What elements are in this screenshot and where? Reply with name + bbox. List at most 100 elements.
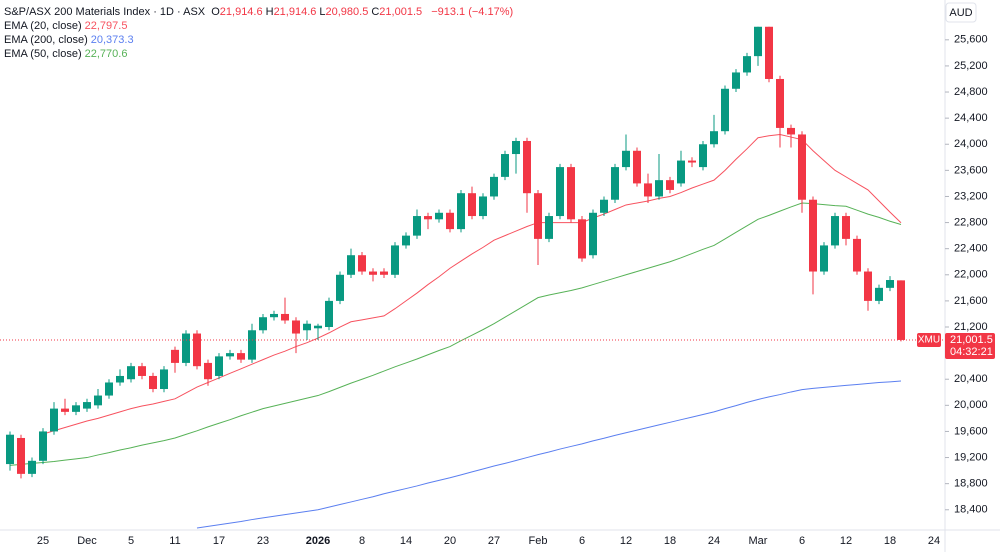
y-tick-label: 24,000 <box>954 138 988 150</box>
candle-body <box>633 150 641 184</box>
candle-body <box>138 366 146 376</box>
x-tick-label: 17 <box>213 535 225 547</box>
legend-value: 22,797.5 <box>84 20 128 32</box>
candle-body <box>567 167 575 220</box>
candle-body <box>556 167 564 217</box>
x-tick-label: 18 <box>664 535 676 547</box>
y-tick-label: 22,800 <box>954 216 988 228</box>
ema-line <box>42 133 902 435</box>
ohlc-value: 20,980.5 <box>325 6 369 18</box>
candle-body <box>457 193 465 230</box>
y-tick-label: 18,400 <box>954 504 988 516</box>
x-tick-label: Dec <box>77 535 97 547</box>
y-tick-label: 22,000 <box>954 269 988 281</box>
legend-item: EMA (20, close) 22,797.5 <box>4 19 130 33</box>
candle-body <box>116 375 124 383</box>
candle-body <box>160 369 168 390</box>
x-tick-label: 11 <box>169 535 180 547</box>
x-tick-label: 24 <box>928 535 940 547</box>
candle-body <box>413 216 421 236</box>
candle-body <box>644 183 652 197</box>
x-tick-label: 27 <box>488 535 500 547</box>
candle-body <box>6 434 14 465</box>
candle-body <box>292 320 300 334</box>
candle-body <box>721 88 729 132</box>
candle-body <box>666 180 674 190</box>
candle-body <box>699 144 707 168</box>
candle-body <box>402 235 410 246</box>
candle-body <box>501 154 509 177</box>
candle-body <box>94 395 102 406</box>
candle-body <box>336 274 344 301</box>
x-tick-label: Mar <box>749 535 768 547</box>
x-tick-label: 20 <box>444 535 456 547</box>
symbol-tag: XMU <box>918 335 940 346</box>
x-tick-label: 14 <box>400 535 412 547</box>
candle-body <box>578 219 586 259</box>
candle-body <box>490 176 498 197</box>
x-tick-label: 24 <box>708 535 720 547</box>
x-tick-label: 12 <box>620 535 632 547</box>
x-tick-label: 25 <box>37 535 49 547</box>
candle-body <box>391 245 399 275</box>
y-tick-label: 23,600 <box>954 164 988 176</box>
y-tick-label: 20,000 <box>954 399 988 411</box>
change: −913.1 (−4.17%) <box>431 6 514 18</box>
candle-body <box>787 127 795 135</box>
legend-name: EMA (50, close) <box>4 48 82 60</box>
candle-body <box>149 375 157 390</box>
candle-body <box>677 160 685 184</box>
candle-body <box>820 245 828 272</box>
candle-body <box>512 140 520 155</box>
candle-body <box>424 216 432 220</box>
legend-item: EMA (200, close) 20,373.3 <box>4 33 137 47</box>
candle-body <box>61 408 69 412</box>
candle-body <box>655 180 663 197</box>
candle-body <box>743 56 751 73</box>
y-tick-label: 21,600 <box>954 295 988 307</box>
currency-box[interactable] <box>945 2 977 23</box>
candle-body <box>523 140 531 194</box>
candle-body <box>182 333 190 363</box>
candle-body <box>886 280 894 288</box>
candle-body <box>281 313 289 321</box>
candle-body <box>611 167 619 200</box>
x-tick-label: 18 <box>884 535 896 547</box>
candle-body <box>688 160 696 163</box>
x-tick-label: Feb <box>529 535 548 547</box>
candle-body <box>347 255 355 275</box>
ohlc-key: L <box>319 6 326 18</box>
ema-line <box>196 380 902 529</box>
last-price-label: 21,001.5 <box>950 334 993 346</box>
candle-body <box>204 362 212 380</box>
candle-body <box>754 26 762 57</box>
candle-body <box>39 431 47 461</box>
candle-body <box>358 255 366 272</box>
x-tick-label: 23 <box>257 535 269 547</box>
chart-title: S&P/ASX 200 Materials Index · 1D · ASX <box>4 6 206 18</box>
candle-body <box>325 300 333 328</box>
candle-body <box>479 196 487 217</box>
x-tick-label: 6 <box>799 535 805 547</box>
y-tick-label: 24,800 <box>954 86 988 98</box>
candle-body <box>226 353 234 357</box>
candle-body <box>710 131 718 145</box>
candle-body <box>369 271 377 275</box>
candle-body <box>215 356 223 376</box>
candle-body <box>589 212 597 256</box>
legend-value: 22,770.6 <box>84 48 128 60</box>
ohlc-value: 21,001.5 <box>379 6 423 18</box>
candle-body <box>534 193 542 239</box>
candle-body <box>798 134 806 200</box>
y-tick-label: 21,200 <box>954 321 988 333</box>
candle-body <box>809 199 817 272</box>
candle-body <box>765 26 773 79</box>
x-tick-label: 5 <box>128 535 134 547</box>
symbol-tag-box <box>917 332 941 347</box>
candle-body <box>72 405 80 412</box>
ohlc-value: 21,914.6 <box>273 6 317 18</box>
candle-body <box>380 271 388 275</box>
y-tick-label: 20,400 <box>954 373 988 385</box>
